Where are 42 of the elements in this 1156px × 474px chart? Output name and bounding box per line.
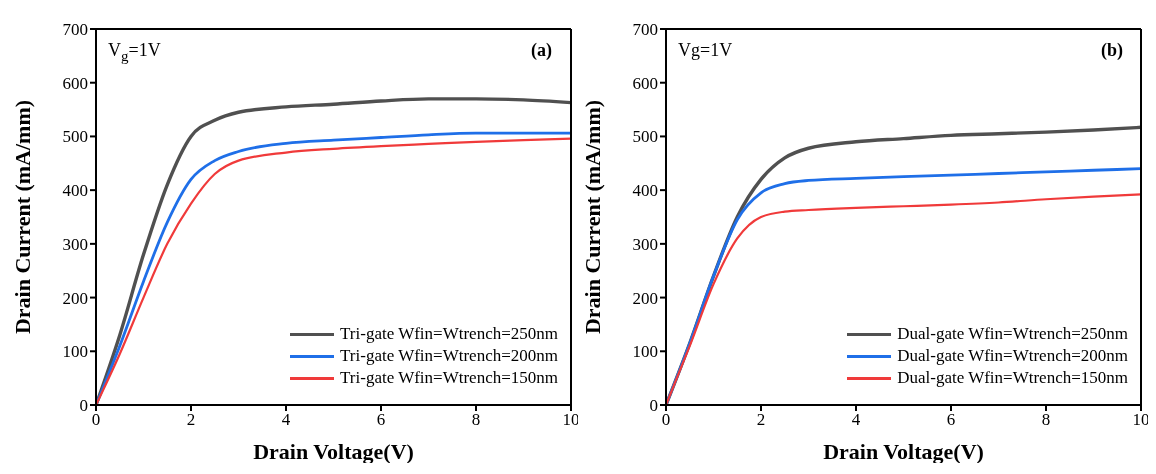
y-tick-label: 700 [62,20,88,40]
y-tick-label: 500 [632,127,658,147]
legend-label: Dual-gate Wfin=Wtrench=150nm [897,367,1128,389]
x-tick-label: 2 [756,410,766,430]
x-axis-title: Drain Voltage(V) [823,439,984,464]
y-tick-label: 500 [62,127,88,147]
y-tick-label: 200 [62,288,88,308]
y-axis-title: Drain Current (mA/mm) [579,99,605,335]
y-tick-label: 200 [632,288,658,308]
legend-label: Dual-gate Wfin=Wtrench=250nm [897,323,1128,345]
y-tick-label: 600 [62,73,88,93]
x-tick-label: 10 [562,410,580,430]
x-tick-label: 6 [376,410,386,430]
x-tick-label: 10 [1132,410,1150,430]
y-tick-label: 400 [62,181,88,201]
y-tick-label: 0 [649,396,658,416]
y-tick-label: 100 [632,342,658,362]
legend-label: Tri-gate Wfin=Wtrench=250nm [340,323,558,345]
x-tick-label: 4 [851,410,861,430]
legend-label: Tri-gate Wfin=Wtrench=200nm [340,345,558,367]
y-tick-label: 0 [79,396,88,416]
y-tick-label: 700 [632,20,658,40]
x-tick-label: 8 [1041,410,1051,430]
annotation: (a) [531,40,552,61]
y-tick-label: 400 [632,181,658,201]
x-tick-label: 4 [281,410,291,430]
y-tick-label: 600 [632,73,658,93]
x-tick-label: 6 [946,410,956,430]
x-tick-label: 8 [471,410,481,430]
y-axis-title: Drain Current (mA/mm) [9,99,35,335]
y-tick-label: 100 [62,342,88,362]
y-tick-label: 300 [62,234,88,254]
annotation: V$_{g}$=1V [108,40,161,65]
x-tick-label: 2 [186,410,196,430]
y-tick-label: 300 [632,234,658,254]
legend-label: Dual-gate Wfin=Wtrench=200nm [897,345,1128,367]
annotation: (b) [1101,40,1123,61]
legend-label: Tri-gate Wfin=Wtrench=150nm [340,367,558,389]
x-tick-label: 0 [661,410,671,430]
annotation: Vg=1V [678,40,733,61]
x-axis-title: Drain Voltage(V) [253,439,414,464]
x-tick-label: 0 [91,410,101,430]
